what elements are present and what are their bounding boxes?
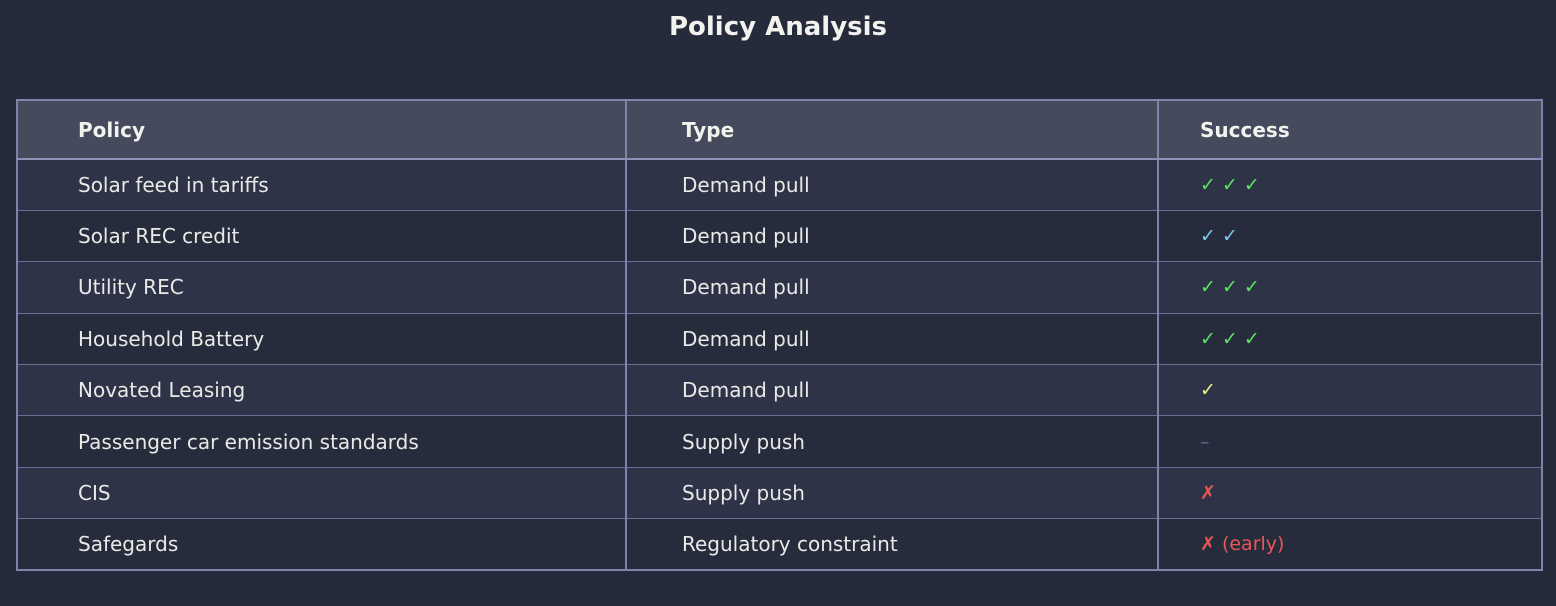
policy-cell: Novated Leasing [17, 364, 626, 416]
success-cell: ✓ ✓ [1157, 209, 1542, 262]
success-cell: ✓ ✓ ✓ [1157, 158, 1542, 211]
policy-analysis-table: Policy Type Success Solar feed in tariff… [16, 99, 1543, 572]
table-row: Solar REC credit Demand pull ✓ ✓ [17, 209, 1542, 262]
type-cell: Demand pull [625, 209, 1158, 262]
column-header-policy: Policy [17, 100, 626, 160]
policy-cell: Solar feed in tariffs [17, 158, 626, 211]
column-header-success: Success [1157, 100, 1542, 160]
column-header-type: Type [625, 100, 1158, 160]
policy-cell: Utility REC [17, 261, 626, 314]
type-cell: Supply push [625, 466, 1158, 519]
policy-cell: Solar REC credit [17, 209, 626, 262]
table-row: Household Battery Demand pull ✓ ✓ ✓ [17, 312, 1542, 365]
type-cell: Demand pull [625, 261, 1158, 314]
table-row: Utility REC Demand pull ✓ ✓ ✓ [17, 261, 1542, 314]
table-row: Passenger car emission standards Supply … [17, 415, 1542, 468]
type-cell: Regulatory constraint [625, 518, 1158, 571]
table-row: CIS Supply push ✗ [17, 466, 1542, 519]
type-cell: Demand pull [625, 364, 1158, 416]
type-cell: Demand pull [625, 312, 1158, 365]
policy-cell: Household Battery [17, 312, 626, 365]
header-row: Policy Type Success [17, 100, 1542, 160]
table-row: Solar feed in tariffs Demand pull ✓ ✓ ✓ [17, 158, 1542, 211]
type-cell: Demand pull [625, 158, 1158, 211]
success-cell: ✓ ✓ ✓ [1157, 312, 1542, 365]
table-row: Novated Leasing Demand pull ✓ [17, 364, 1542, 416]
policy-cell: Passenger car emission standards [17, 415, 626, 468]
type-cell: Supply push [625, 415, 1158, 468]
success-cell: – [1157, 415, 1542, 468]
policy-cell: Safegards [17, 518, 626, 571]
success-cell: ✓ ✓ ✓ [1157, 261, 1542, 314]
success-cell: ✗ [1157, 466, 1542, 519]
success-cell: ✓ [1157, 364, 1542, 416]
policy-cell: CIS [17, 466, 626, 519]
page-title: Policy Analysis [668, 12, 888, 42]
success-cell: ✗ (early) [1157, 518, 1542, 571]
table-row: Safegards Regulatory constraint ✗ (early… [17, 518, 1542, 571]
